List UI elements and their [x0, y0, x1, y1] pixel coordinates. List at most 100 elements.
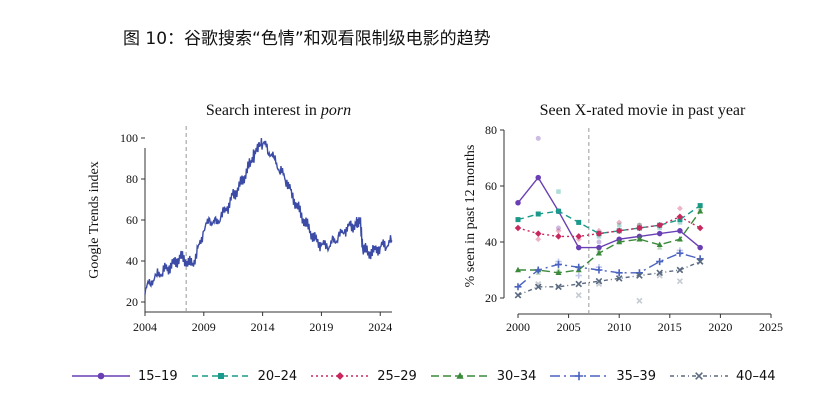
right-series-point — [676, 249, 684, 257]
legend-swatch-marker — [217, 373, 224, 379]
right-x-tick-label: 2025 — [759, 320, 783, 334]
right-series-point — [656, 258, 664, 266]
left-series-line — [144, 137, 393, 295]
left-x-tick-label: 2014 — [251, 320, 275, 334]
right-series-point — [636, 272, 643, 279]
legend-label: 30–34 — [496, 368, 537, 384]
legend-item: 15–19 — [70, 369, 178, 384]
right-series-1 — [515, 135, 703, 251]
legend-label: 35–39 — [616, 368, 656, 384]
right-series-point — [656, 221, 663, 229]
right-series-scatter-point — [535, 236, 542, 243]
right-series-point — [575, 233, 582, 240]
right-series-point — [636, 235, 643, 242]
right-series-scatter-point — [596, 239, 602, 245]
right-series-line — [518, 210, 701, 274]
right-chart: Seen X-rated movie in past year 2000 2005 2… — [463, 102, 783, 334]
right-series-scatter-point — [676, 205, 683, 212]
left-y-tick-label: 100 — [120, 131, 138, 145]
legend-swatch — [430, 372, 489, 379]
right-series-point — [575, 280, 583, 288]
right-series-scatter-point — [636, 297, 643, 304]
right-series-scatter-point — [556, 189, 561, 194]
right-x-tick-label: 2015 — [658, 320, 682, 334]
right-series-point — [515, 266, 521, 273]
right-series-point — [514, 283, 522, 291]
right-series-point — [616, 238, 623, 245]
right-series-scatter-point — [556, 225, 561, 231]
right-y-tick-label: 60 — [485, 179, 497, 193]
right-series-point — [656, 241, 663, 248]
right-x-tick-label: 2000 — [506, 320, 530, 334]
legend-swatch-marker — [695, 372, 703, 380]
right-series-point — [595, 249, 602, 256]
right-series-point — [555, 233, 562, 240]
right-series-point — [676, 213, 684, 221]
right-series-point — [595, 277, 603, 285]
right-series-point — [697, 244, 703, 251]
legend-swatch-marker — [336, 372, 345, 380]
right-series-point — [515, 200, 521, 206]
figure-title: 图 10：谷歌搜索“色情”和观看限制级电影的趋势 — [123, 29, 491, 49]
legend-item: 20–24 — [190, 368, 298, 384]
right-series-point — [555, 208, 561, 214]
right-series-point — [555, 283, 562, 291]
right-series-scatter-point — [616, 222, 622, 228]
right-series-line — [517, 176, 701, 249]
right-series-scatter-point — [676, 278, 683, 285]
right-x-tick-label: 2020 — [708, 320, 732, 334]
legend-swatch — [311, 372, 370, 380]
left-chart-title-emph: porn — [320, 102, 351, 119]
right-series-scatter-point — [596, 247, 602, 253]
right-series-point — [676, 235, 683, 242]
legend-item: 30–34 — [429, 368, 537, 384]
right-series-scatter-point — [535, 135, 541, 141]
left-x-tick-label: 2004 — [133, 320, 157, 334]
right-series-line — [517, 205, 701, 235]
left-x-tick-label: 2024 — [368, 320, 392, 334]
right-y-tick-label: 80 — [485, 123, 497, 137]
legend-item: 25–29 — [309, 369, 417, 384]
legend-swatch — [191, 373, 250, 379]
legend-label: 15–19 — [138, 368, 178, 384]
left-y-tick-label: 20 — [126, 295, 138, 309]
legend-swatch-marker — [575, 371, 584, 381]
right-y-tick-label: 20 — [485, 291, 497, 305]
legend-label: 25–29 — [377, 368, 417, 384]
right-series-point — [676, 266, 684, 274]
legend-swatch — [550, 371, 609, 381]
right-series-scatter-point — [677, 220, 683, 225]
legend: 15–19 20–24 25–29 30–34 35–39 40–44 — [70, 362, 810, 390]
right-series-scatter-point — [697, 205, 703, 211]
right-series-point — [595, 266, 603, 274]
left-y-axis-label: Google Trends index — [87, 161, 102, 278]
right-series-point — [595, 230, 603, 237]
right-series-point — [514, 224, 522, 232]
right-series-line — [517, 260, 701, 296]
right-series-scatter-point — [616, 219, 623, 226]
right-series-point — [696, 224, 704, 232]
right-series-point — [575, 263, 583, 271]
legend-label: 40–44 — [735, 368, 776, 384]
right-series-point — [696, 258, 704, 265]
right-series-point — [535, 174, 541, 181]
right-y-tick-label: 40 — [485, 235, 497, 249]
right-series-point — [534, 283, 542, 291]
legend-swatch — [669, 372, 728, 380]
legend-item: 35–39 — [548, 369, 656, 384]
right-chart-title: Seen X-rated movie in past year — [540, 102, 746, 119]
right-series-scatter-point — [575, 292, 582, 299]
right-series-point — [575, 244, 582, 251]
right-series-point — [555, 269, 562, 276]
right-y-axis-label: % seen in past 12 months — [463, 145, 478, 288]
right-series-point — [554, 260, 562, 268]
left-chart-title: Search interest in porn — [206, 102, 351, 119]
right-series-4 — [515, 205, 704, 276]
right-series-6 — [514, 258, 704, 304]
left-x-tick-label: 2019 — [309, 320, 333, 334]
left-y-tick-label: 80 — [126, 172, 138, 186]
right-series-point — [697, 203, 703, 209]
right-series-point — [515, 217, 521, 223]
right-series-point — [636, 224, 643, 232]
legend-label: 20–24 — [257, 368, 298, 384]
